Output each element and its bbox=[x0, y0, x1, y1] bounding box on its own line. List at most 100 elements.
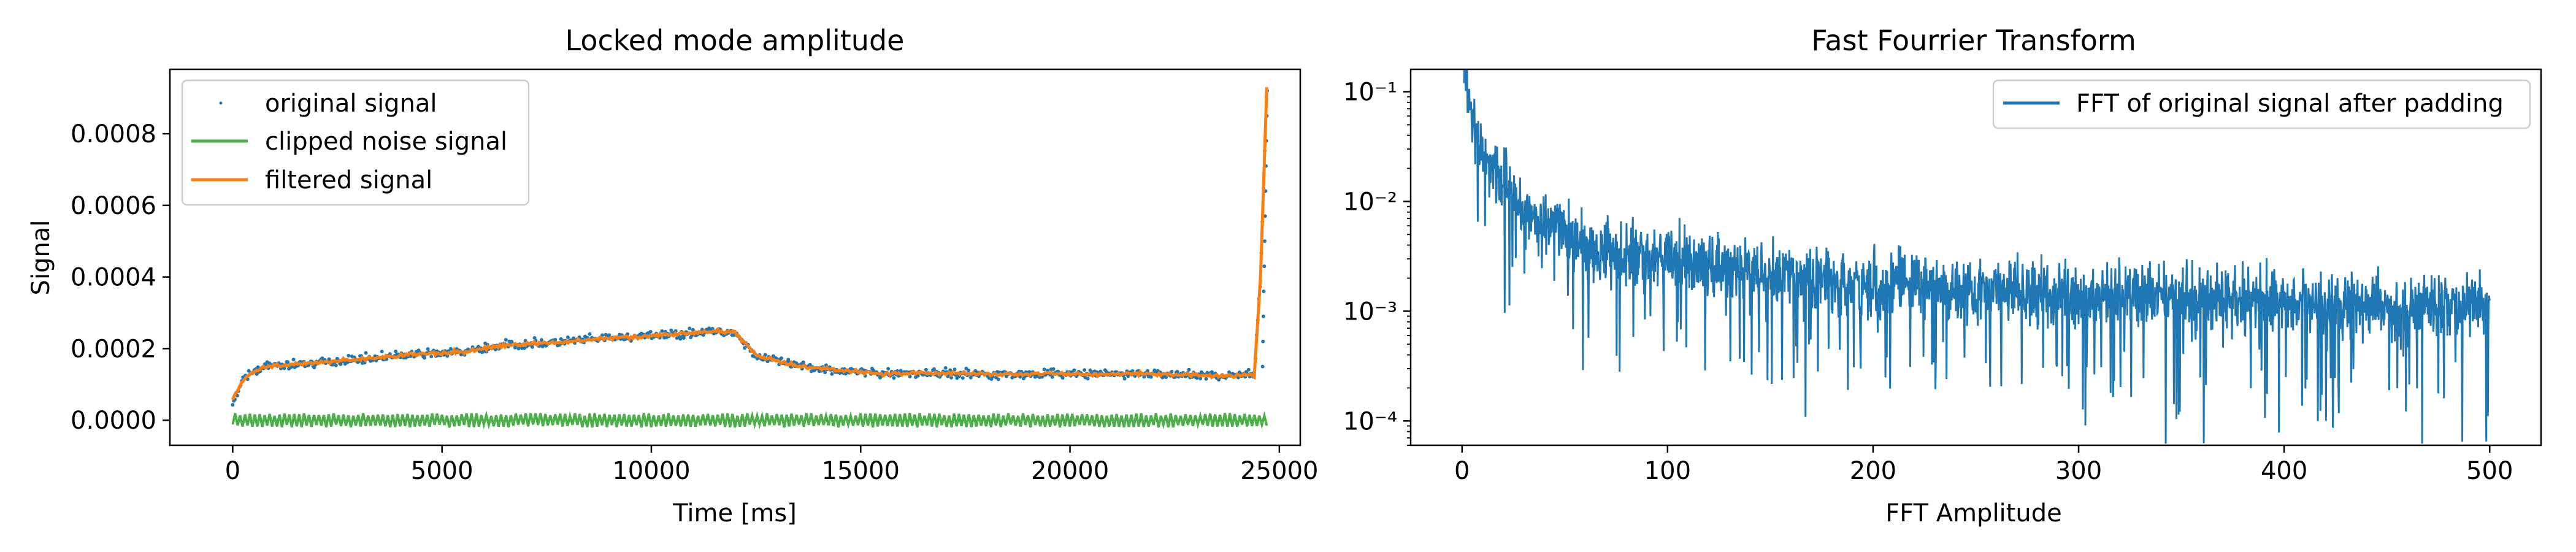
original-signal-point bbox=[669, 328, 673, 332]
chart2-plot-area bbox=[1463, 69, 2491, 444]
chart1-y-tick-label: 0.0006 bbox=[71, 192, 156, 220]
original-signal-point bbox=[449, 347, 453, 351]
original-signal-point bbox=[530, 345, 534, 349]
original-signal-point bbox=[1083, 368, 1087, 372]
original-signal-point bbox=[364, 351, 368, 355]
original-signal-point bbox=[1195, 376, 1199, 380]
original-signal-point bbox=[892, 376, 896, 380]
original-signal-point bbox=[426, 347, 430, 351]
legend-label-filtered-signal: filtered signal bbox=[265, 166, 432, 194]
original-signal-point bbox=[331, 362, 335, 367]
original-signal-point bbox=[347, 353, 351, 358]
original-signal-point bbox=[588, 332, 592, 336]
original-signal-point bbox=[1060, 376, 1065, 380]
chart1-x-tick-label: 10000 bbox=[612, 457, 690, 485]
original-signal-point bbox=[380, 350, 384, 354]
original-signal-point bbox=[678, 337, 683, 341]
series-fft bbox=[1463, 69, 2491, 444]
original-signal-point bbox=[801, 360, 805, 364]
chart1-title: Locked mode amplitude bbox=[565, 24, 905, 57]
chart2-y-tick-label: 10⁻² bbox=[1343, 188, 1397, 216]
legend-label-clipped-noise: clipped noise signal bbox=[265, 128, 507, 156]
chart2-x-label: FFT Amplitude bbox=[1885, 499, 2061, 527]
chart1-y-label: Signal bbox=[27, 220, 55, 296]
chart2-legend-box bbox=[1992, 79, 2531, 129]
chart2-y-tick-label: 10⁻³ bbox=[1343, 297, 1397, 326]
original-signal-point bbox=[532, 335, 537, 340]
original-signal-point bbox=[953, 367, 957, 372]
chart1-x-label: Time [ms] bbox=[672, 499, 797, 527]
original-signal-point bbox=[1263, 239, 1267, 243]
chart2-x-tick-label: 300 bbox=[2055, 457, 2102, 485]
original-signal-point bbox=[565, 335, 570, 339]
original-signal-point bbox=[1175, 370, 1179, 374]
series-filtered-signal bbox=[231, 87, 1268, 401]
original-signal-point bbox=[423, 356, 426, 360]
original-signal-point bbox=[691, 328, 695, 332]
original-signal-point bbox=[286, 360, 290, 364]
original-signal-point bbox=[256, 365, 260, 369]
original-signal-point bbox=[539, 338, 543, 342]
chart1-x-tick-label: 20000 bbox=[1031, 457, 1109, 485]
original-signal-point bbox=[1204, 377, 1208, 381]
original-signal-point bbox=[1262, 289, 1266, 293]
legend-label-original-signal: original signal bbox=[265, 90, 437, 118]
chart1-x-ticks: 0 5000 10000 15000 20000 25000 bbox=[225, 445, 1318, 485]
original-signal-point bbox=[1050, 375, 1054, 379]
chart-fft: Fast Fourrier Transform 0 100 200 300 400 500… bbox=[1343, 24, 2542, 527]
chart1-y-tick-label: 0.0004 bbox=[71, 264, 156, 292]
chart2-y-ticks: 10⁻⁴ 10⁻³ 10⁻² 10⁻¹ bbox=[1343, 79, 1411, 446]
legend-label-fft: FFT of original signal after padding bbox=[2076, 90, 2504, 118]
original-signal-point bbox=[949, 375, 953, 380]
chart2-y-tick-label: 10⁻¹ bbox=[1343, 79, 1397, 107]
legend-marker-original-signal bbox=[219, 101, 223, 105]
original-signal-point bbox=[607, 333, 611, 337]
original-signal-point bbox=[1262, 264, 1267, 269]
chart2-legend: FFT of original signal after padding bbox=[1992, 79, 2531, 129]
original-signal-point bbox=[932, 367, 936, 371]
original-signal-point bbox=[255, 372, 259, 376]
original-signal-point bbox=[1051, 367, 1056, 371]
chart1-y-tick-label: 0.0000 bbox=[71, 407, 156, 435]
original-signal-point bbox=[1149, 375, 1153, 379]
original-signal-point bbox=[960, 376, 965, 380]
original-signal-point bbox=[327, 357, 331, 361]
original-signal-point bbox=[1170, 370, 1174, 374]
original-signal-point bbox=[823, 370, 827, 375]
original-signal-point bbox=[1142, 375, 1146, 379]
original-signal-point bbox=[648, 329, 653, 334]
original-signal-point bbox=[334, 363, 338, 367]
original-signal-point bbox=[504, 338, 508, 342]
original-signal-point bbox=[765, 359, 770, 364]
chart2-x-tick-label: 0 bbox=[1454, 457, 1470, 485]
original-signal-point bbox=[1261, 314, 1265, 318]
chart2-x-tick-label: 100 bbox=[1644, 457, 1691, 485]
chart1-y-ticks: 0.0000 0.0002 0.0004 0.0006 0.0008 bbox=[71, 120, 170, 435]
original-signal-point bbox=[1072, 368, 1076, 372]
original-signal-point bbox=[943, 366, 948, 370]
original-signal-point bbox=[660, 329, 664, 333]
original-signal-point bbox=[710, 326, 715, 331]
original-signal-point bbox=[394, 349, 398, 353]
original-signal-point bbox=[335, 356, 339, 361]
chart1-x-tick-label: 5000 bbox=[411, 457, 473, 485]
original-signal-point bbox=[1198, 377, 1203, 381]
chart1-y-tick-label: 0.0008 bbox=[71, 120, 156, 148]
original-signal-point bbox=[231, 403, 235, 407]
chart2-x-tick-label: 500 bbox=[2466, 457, 2513, 485]
original-signal-point bbox=[1042, 367, 1046, 372]
original-signal-point bbox=[830, 372, 834, 376]
original-signal-point bbox=[681, 336, 686, 340]
chart2-x-tick-label: 200 bbox=[1850, 457, 1896, 485]
chart2-x-ticks: 0 100 200 300 400 500 bbox=[1454, 445, 2513, 485]
chart2-axes-frame bbox=[1409, 68, 2542, 447]
chart2-x-tick-label: 400 bbox=[2261, 457, 2307, 485]
original-signal-point bbox=[1122, 377, 1127, 381]
original-signal-point bbox=[1263, 214, 1267, 218]
series-clipped-noise-signal bbox=[231, 410, 1268, 430]
original-signal-point bbox=[808, 362, 812, 367]
original-signal-point bbox=[1260, 364, 1265, 369]
original-signal-point bbox=[886, 367, 891, 371]
chart1-legend-box bbox=[181, 79, 530, 206]
